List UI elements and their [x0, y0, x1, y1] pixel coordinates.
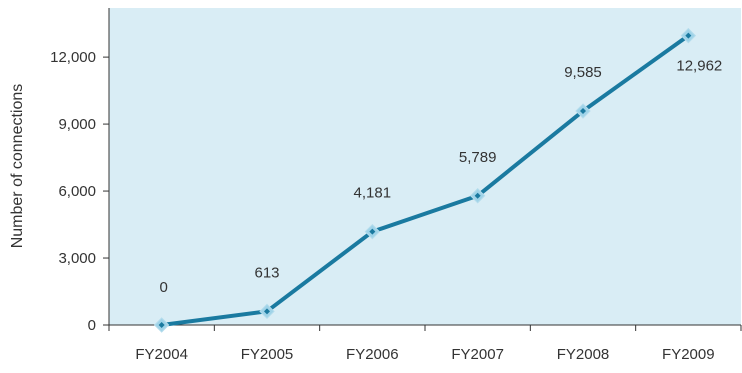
data-label: 613	[254, 264, 279, 281]
series-layer	[153, 27, 697, 333]
series-line	[159, 33, 691, 327]
data-label: 12,962	[676, 58, 722, 75]
x-tick-label: FY2004	[135, 346, 188, 363]
y-tick-label: 12,000	[50, 49, 96, 66]
x-tick-label: FY2009	[662, 346, 715, 363]
y-tick-label: 6,000	[58, 183, 96, 200]
y-axis-ticks: 0 3,000 6,000 9,000 12,000	[50, 49, 109, 334]
data-label: 4,181	[354, 185, 392, 202]
data-point-marker-center	[685, 32, 692, 39]
x-axis-ticks: FY2004 FY2005 FY2006 FY2007 FY2008 FY2009	[108, 325, 742, 363]
data-label: 0	[159, 279, 167, 296]
data-label: 5,789	[459, 149, 497, 166]
data-point-marker-center	[158, 322, 165, 328]
y-tick-label: 0	[88, 317, 96, 334]
y-tick-label: 9,000	[58, 116, 96, 133]
x-tick-label: FY2005	[241, 346, 294, 363]
y-tick-label: 3,000	[58, 250, 96, 267]
x-tick-label: FY2008	[557, 346, 610, 363]
data-point-marker-center	[369, 228, 376, 235]
data-point-marker-center	[580, 108, 586, 115]
data-point-marker-center	[264, 308, 270, 315]
x-tick-label: FY2007	[451, 346, 504, 363]
data-labels: 0 613 4,181 5,789 9,585 12,962	[159, 58, 722, 296]
x-tick-label: FY2006	[346, 346, 399, 363]
plot-area	[109, 8, 741, 325]
data-point-marker-center	[474, 192, 481, 199]
y-axis-title: Number of connections	[9, 84, 26, 249]
data-label: 9,585	[564, 64, 602, 81]
